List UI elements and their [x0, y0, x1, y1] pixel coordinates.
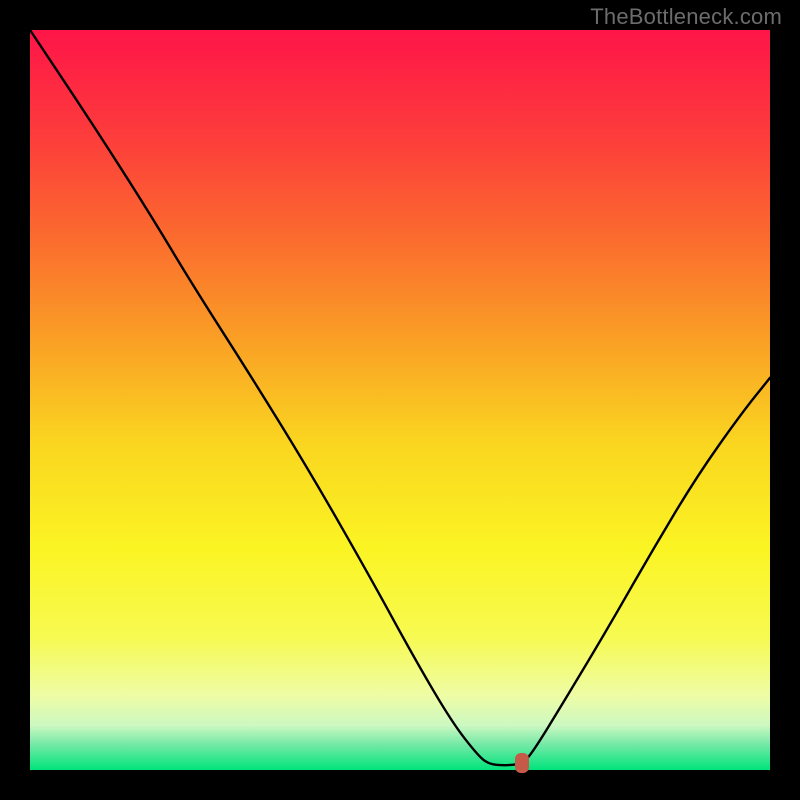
- optimal-point-marker: [515, 753, 529, 773]
- watermark-text: TheBottleneck.com: [590, 4, 782, 30]
- bottleneck-plot-svg: [30, 30, 770, 770]
- plot-area: [30, 30, 770, 770]
- chart-frame: TheBottleneck.com: [0, 0, 800, 800]
- gradient-background: [30, 30, 770, 770]
